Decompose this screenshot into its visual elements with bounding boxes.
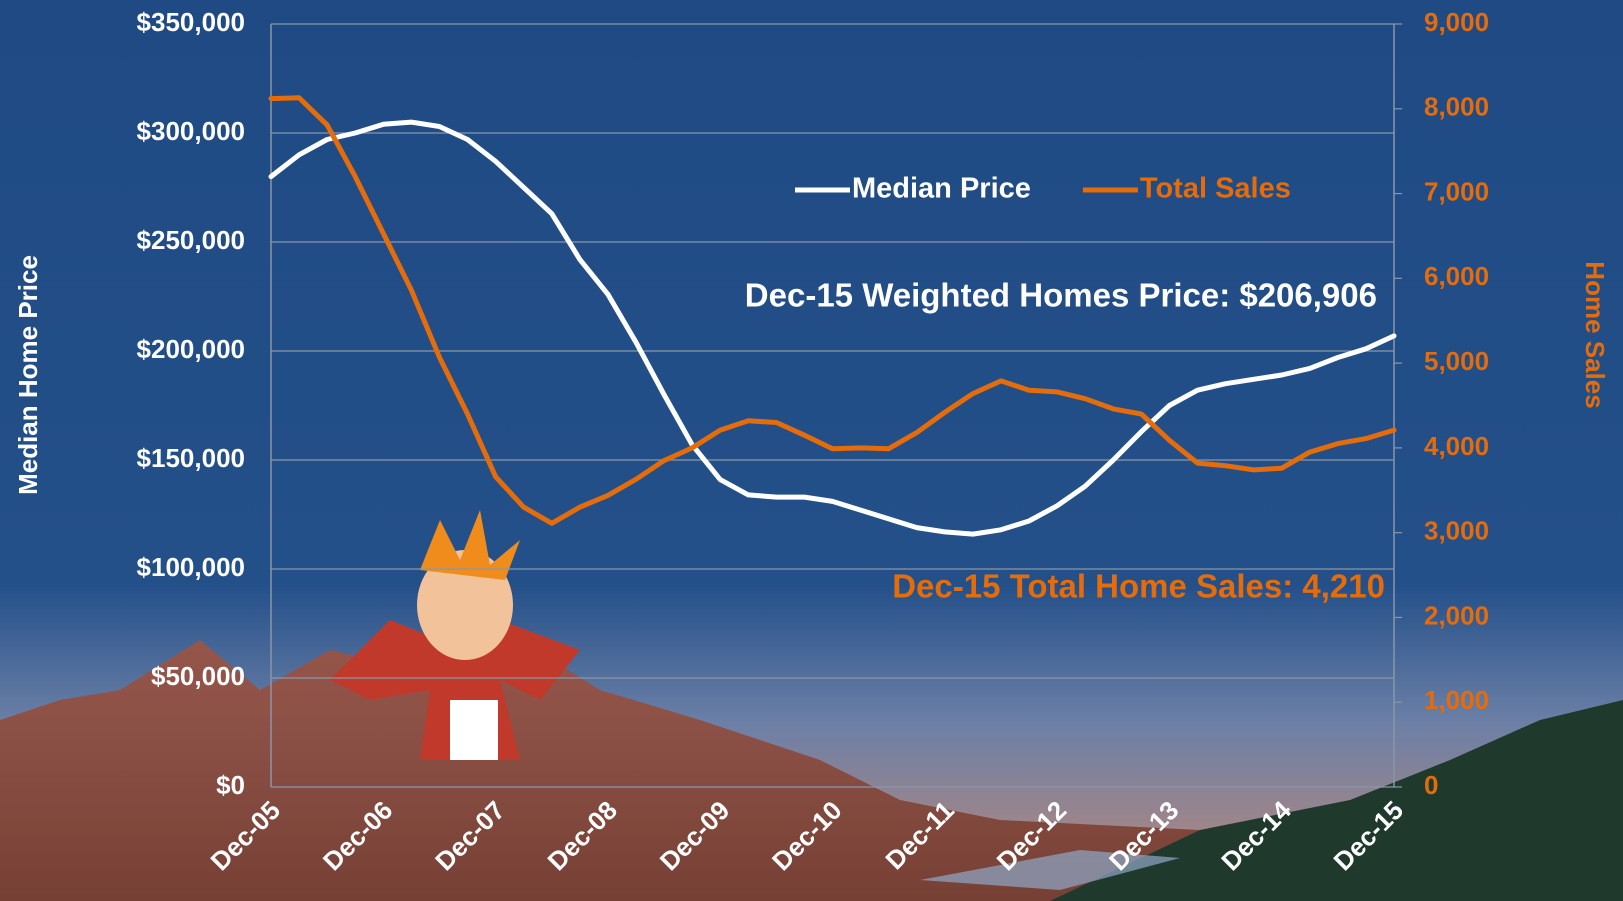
y2-tick-label: 0 bbox=[1424, 770, 1438, 800]
y2-tick-label: 7,000 bbox=[1424, 176, 1489, 206]
series-line bbox=[268, 95, 1397, 526]
y2-tick-label: 6,000 bbox=[1424, 261, 1489, 291]
series-line bbox=[268, 119, 1397, 537]
y-tick-label: $350,000 bbox=[137, 7, 245, 37]
y2-tick-label: 4,000 bbox=[1424, 431, 1489, 461]
price-annotation: Dec-15 Weighted Homes Price: $206,906 bbox=[745, 277, 1377, 314]
y-tick-label: $0 bbox=[216, 770, 245, 800]
legend-label: Median Price bbox=[852, 173, 1031, 205]
y2-tick-label: 5,000 bbox=[1424, 346, 1489, 376]
y-tick-label: $250,000 bbox=[137, 225, 245, 255]
y-tick-label: $150,000 bbox=[137, 443, 245, 473]
y2-axis-title: Home Sales bbox=[1580, 261, 1610, 408]
legend-label: Total Sales bbox=[1140, 173, 1291, 205]
y-tick-label: $100,000 bbox=[137, 552, 245, 582]
forest bbox=[1050, 700, 1623, 901]
lake bbox=[920, 850, 1180, 890]
y-tick-label: $50,000 bbox=[151, 661, 245, 691]
y2-tick-label: 1,000 bbox=[1424, 685, 1489, 715]
y2-tick-label: 2,000 bbox=[1424, 600, 1489, 630]
y-tick-label: $200,000 bbox=[137, 334, 245, 364]
y2-tick-label: 3,000 bbox=[1424, 516, 1489, 546]
cartoon bbox=[330, 510, 580, 760]
y-axis-title: Median Home Price bbox=[13, 255, 43, 495]
y2-tick-label: 8,000 bbox=[1424, 92, 1489, 122]
sales-annotation: Dec-15 Total Home Sales: 4,210 bbox=[892, 568, 1385, 605]
y-tick-label: $300,000 bbox=[137, 116, 245, 146]
y2-tick-label: 9,000 bbox=[1424, 7, 1489, 37]
